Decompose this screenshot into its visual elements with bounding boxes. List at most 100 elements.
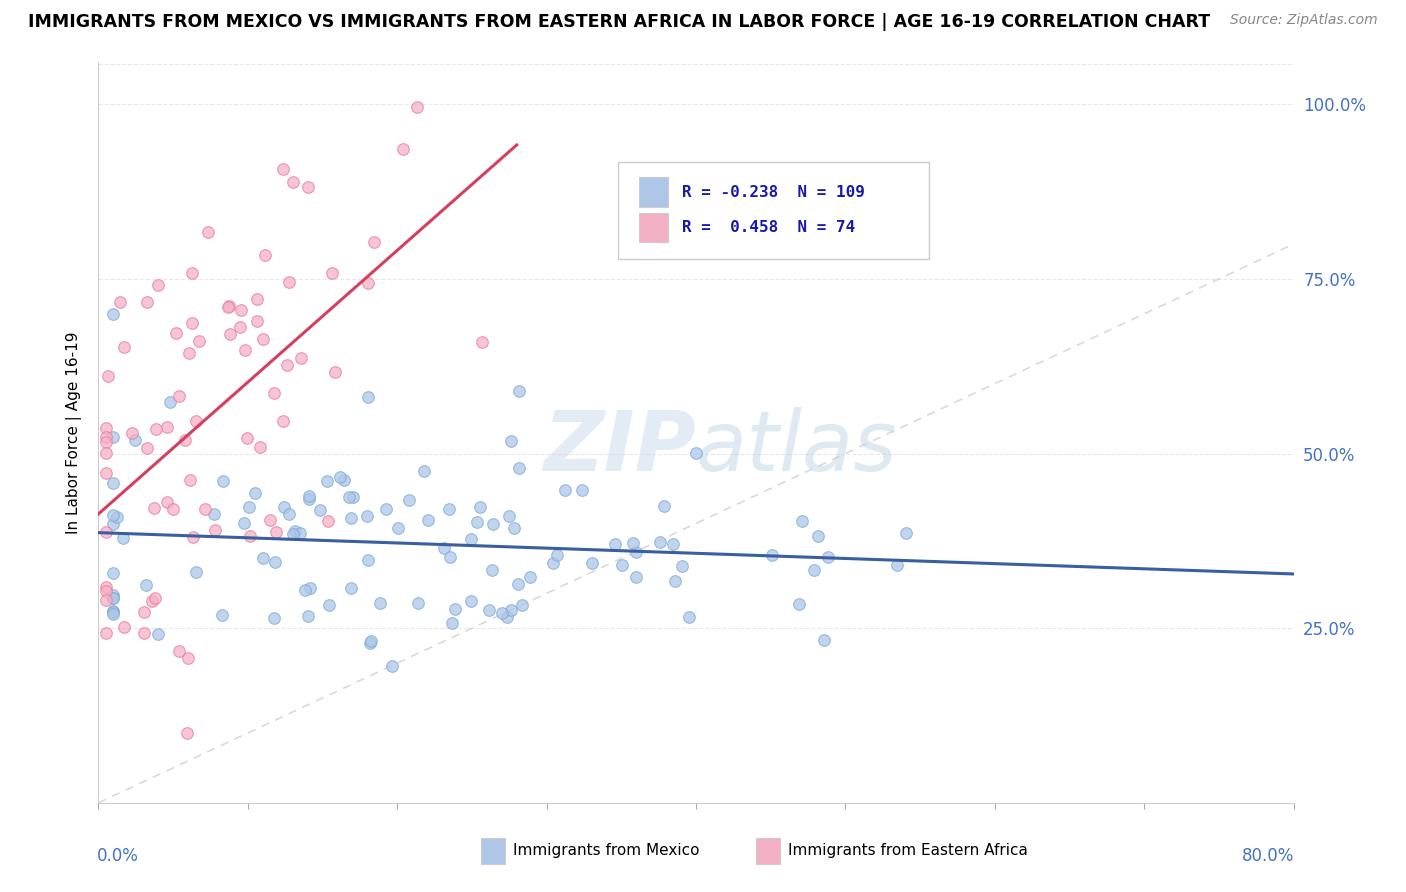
Point (217, 300, 239, 314)
Point (471, 334, 494, 349)
Point (103, 588, 125, 602)
Point (460, 532, 482, 546)
Point (135, 441, 157, 455)
Point (229, 303, 252, 318)
Point (284, 524, 307, 538)
Point (124, 433, 146, 447)
Point (246, 293, 269, 307)
Point (316, 474, 339, 488)
Point (281, 527, 304, 541)
Point (571, 483, 593, 497)
Point (491, 606, 513, 620)
Point (271, 414, 294, 428)
Point (360, 633, 382, 648)
Point (294, 583, 316, 598)
Point (499, 603, 522, 617)
Point (204, 523, 226, 537)
Point (94, 445, 117, 459)
Point (299, 581, 322, 595)
Text: R =  0.458  N = 74: R = 0.458 N = 74 (682, 220, 855, 235)
Point (252, 550, 274, 565)
Point (263, 555, 285, 569)
Point (281, 176, 304, 190)
Point (387, 521, 409, 535)
Point (624, 570, 647, 584)
Point (112, 531, 135, 545)
Point (236, 432, 259, 446)
Point (603, 537, 626, 551)
Point (678, 610, 700, 624)
Point (508, 461, 530, 475)
Point (503, 520, 526, 534)
Point (94, 525, 117, 540)
Point (359, 635, 381, 649)
Point (143, 501, 166, 516)
Point (197, 225, 219, 239)
Point (357, 276, 380, 290)
Point (145, 422, 167, 436)
Point (554, 483, 576, 497)
Point (482, 516, 505, 531)
Point (439, 550, 461, 565)
Point (112, 620, 135, 634)
Point (546, 549, 568, 563)
Point (481, 563, 503, 577)
Point (103, 607, 125, 621)
Point (652, 500, 675, 514)
Point (94, 435, 117, 450)
Point (685, 446, 707, 460)
Point (508, 384, 530, 398)
Point (465, 516, 488, 530)
Point (662, 537, 685, 551)
Point (316, 514, 339, 528)
Point (363, 235, 385, 250)
Point (512, 598, 534, 612)
Point (229, 319, 252, 334)
Point (103, 517, 125, 532)
Point (148, 626, 170, 640)
Point (340, 511, 363, 525)
Point (406, 596, 429, 610)
Point (368, 596, 391, 610)
Text: Immigrants from Eastern Africa: Immigrants from Eastern Africa (787, 844, 1028, 858)
Point (339, 582, 361, 596)
Point (813, 633, 835, 648)
Point (787, 597, 810, 611)
Point (180, 316, 202, 330)
Point (165, 326, 187, 340)
Point (94, 583, 117, 598)
Point (506, 577, 529, 591)
Point (233, 343, 256, 358)
Point (817, 549, 839, 564)
Point (418, 513, 440, 527)
Point (219, 326, 242, 341)
Point (807, 529, 830, 543)
Point (761, 548, 783, 562)
Point (271, 161, 294, 176)
Point (103, 430, 125, 444)
Point (186, 414, 208, 428)
Point (297, 608, 319, 623)
Point (412, 464, 434, 478)
Point (162, 502, 184, 516)
Point (254, 247, 277, 261)
Point (298, 489, 321, 503)
Point (664, 574, 686, 588)
Text: 80.0%: 80.0% (1243, 847, 1295, 865)
Point (132, 605, 155, 619)
Text: atlas: atlas (696, 407, 897, 488)
Bar (638, 178, 668, 207)
Point (259, 513, 281, 527)
Point (541, 557, 564, 571)
Point (290, 351, 312, 366)
Point (211, 608, 233, 623)
Point (187, 334, 209, 348)
Point (318, 598, 340, 612)
Point (94, 625, 117, 640)
Point (108, 294, 131, 309)
Point (440, 615, 463, 630)
Point (94, 466, 117, 480)
Point (519, 569, 541, 583)
Point (263, 610, 285, 624)
Point (94, 580, 117, 594)
